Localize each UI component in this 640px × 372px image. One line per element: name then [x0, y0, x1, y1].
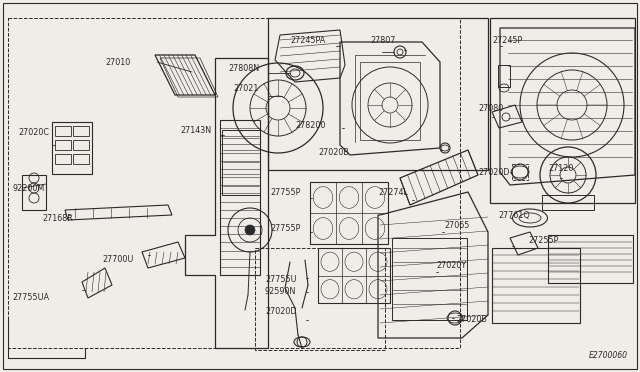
Bar: [492, 248, 580, 323]
Bar: [490, 18, 635, 203]
Bar: [73, 154, 89, 164]
Bar: [73, 140, 89, 150]
Text: 27761Q: 27761Q: [498, 211, 530, 219]
Bar: [55, 126, 71, 136]
Text: 27020B: 27020B: [318, 148, 349, 157]
Text: E2700060: E2700060: [589, 351, 628, 360]
Bar: [548, 235, 633, 283]
Bar: [255, 248, 385, 350]
Text: 27245P: 27245P: [492, 35, 522, 45]
Bar: [512, 164, 528, 180]
Text: 27168R: 27168R: [42, 214, 73, 222]
Bar: [318, 248, 390, 303]
Text: 27755U: 27755U: [265, 276, 296, 285]
Bar: [52, 122, 92, 174]
Text: 27700U: 27700U: [102, 256, 133, 264]
Text: 27080: 27080: [478, 103, 503, 112]
Bar: [220, 120, 260, 275]
Text: 27020B: 27020B: [456, 315, 487, 324]
Text: 27010: 27010: [105, 58, 131, 67]
Text: 27020C: 27020C: [18, 128, 49, 137]
Bar: [542, 195, 594, 210]
Bar: [222, 130, 260, 195]
Text: 27020D: 27020D: [478, 167, 509, 176]
Text: 27755UA: 27755UA: [12, 294, 49, 302]
Bar: [22, 175, 46, 210]
Text: 27755P: 27755P: [270, 187, 300, 196]
Text: 27755P: 27755P: [270, 224, 300, 232]
Text: 27020D: 27020D: [265, 308, 296, 317]
Bar: [498, 65, 510, 87]
Text: 278200: 278200: [295, 121, 325, 129]
Text: 27807: 27807: [370, 35, 396, 45]
Bar: [268, 18, 488, 170]
Bar: [55, 154, 71, 164]
Text: 27021: 27021: [233, 83, 259, 93]
Bar: [8, 18, 460, 348]
Text: 27120: 27120: [548, 164, 574, 173]
Bar: [73, 126, 89, 136]
Text: 27808N: 27808N: [228, 64, 259, 73]
Text: 92590N: 92590N: [265, 288, 296, 296]
Bar: [310, 182, 388, 244]
Text: 27245PA: 27245PA: [290, 35, 325, 45]
Text: 27020Y: 27020Y: [436, 260, 466, 269]
Bar: [55, 140, 71, 150]
Text: 27255P: 27255P: [528, 235, 558, 244]
Text: 27143N: 27143N: [180, 125, 211, 135]
Text: 27274L: 27274L: [378, 187, 408, 196]
Text: 92200M: 92200M: [12, 183, 44, 192]
Text: 27065: 27065: [444, 221, 469, 230]
Bar: [392, 238, 467, 320]
Circle shape: [245, 225, 255, 235]
